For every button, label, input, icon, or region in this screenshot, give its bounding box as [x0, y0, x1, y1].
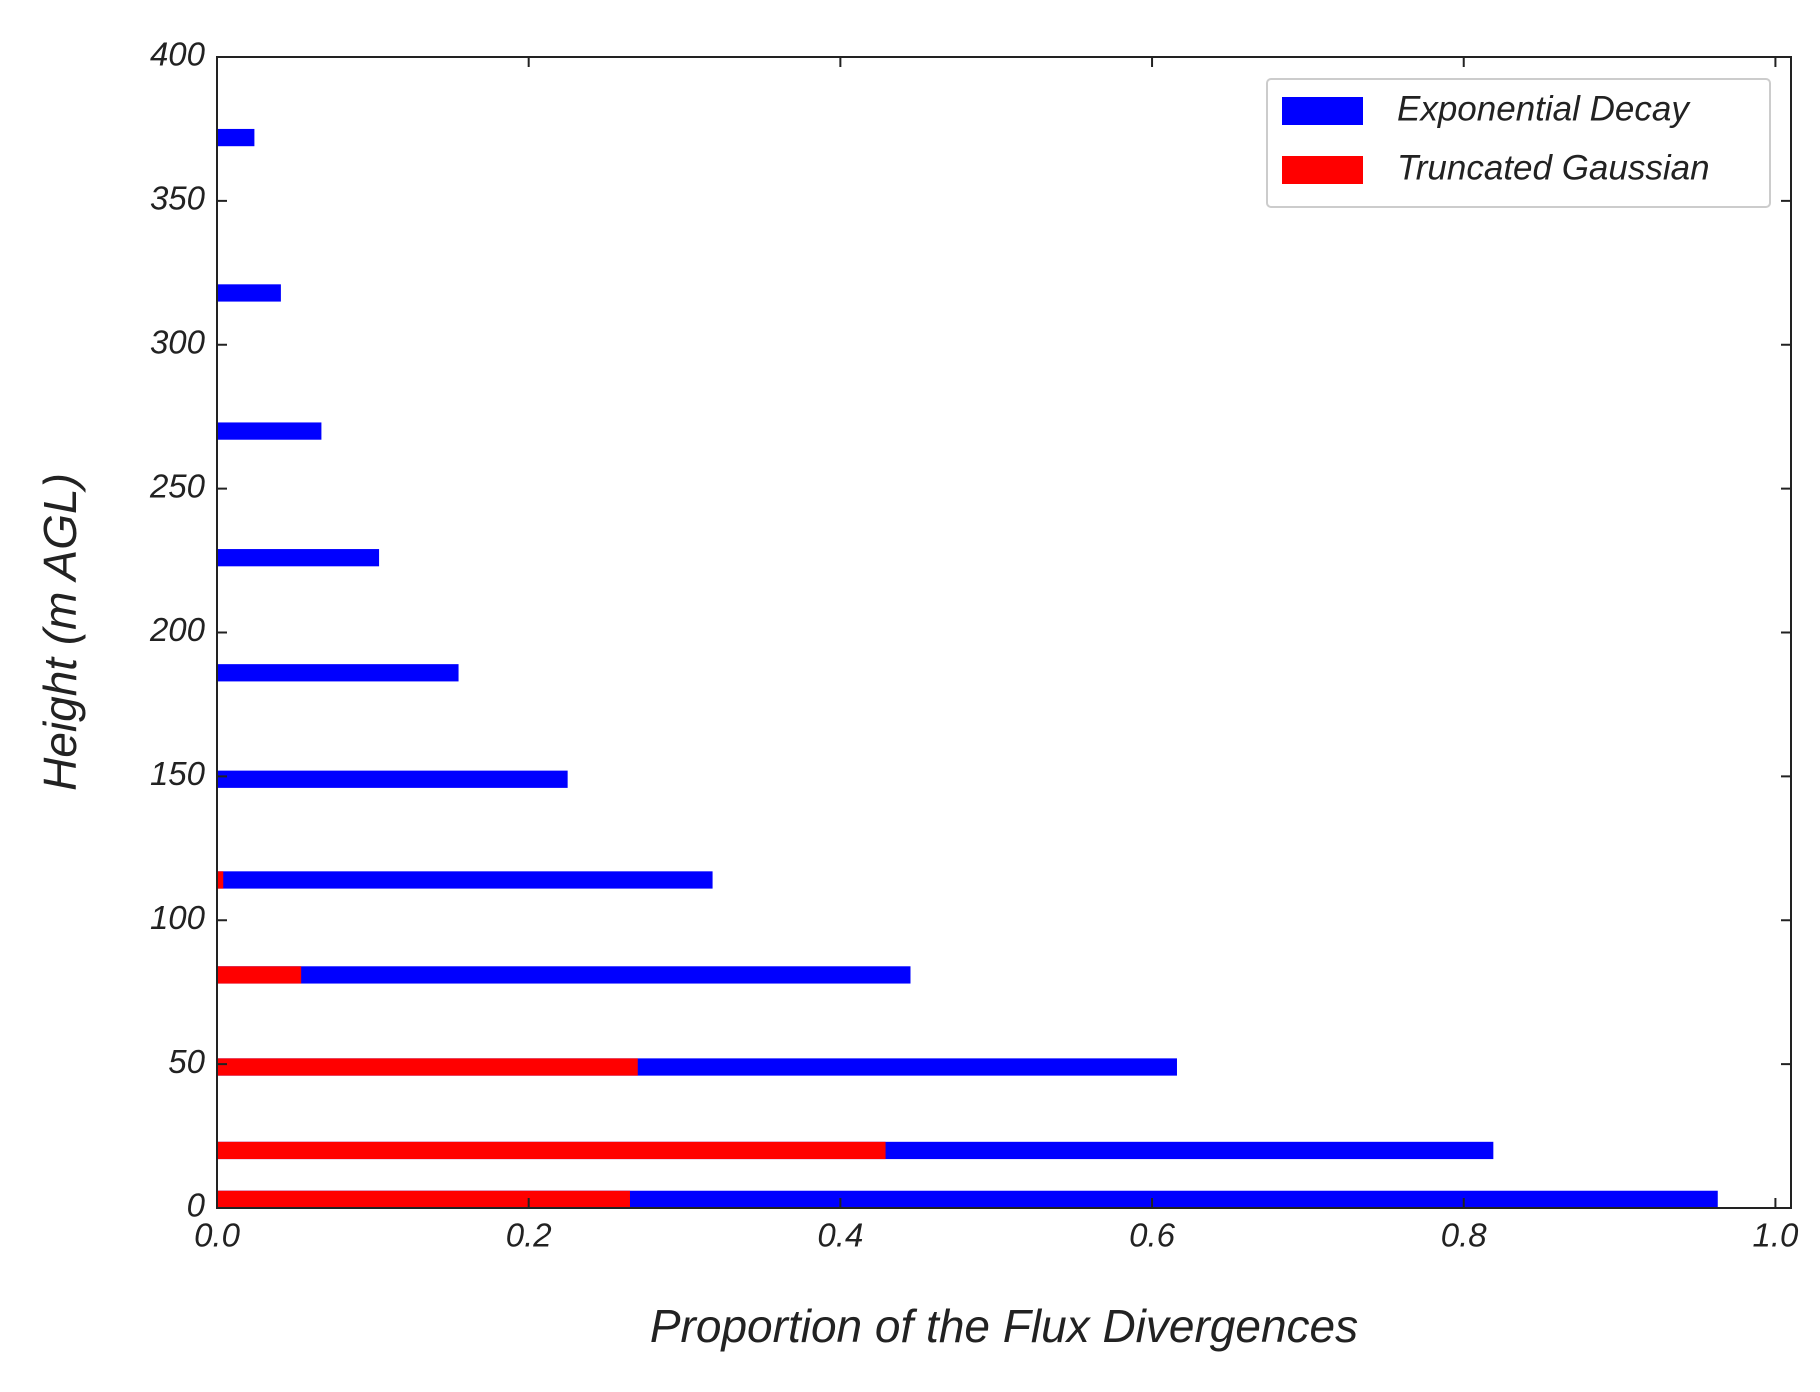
- legend-box: [1266, 78, 1771, 208]
- y-tick-label: 100: [150, 899, 206, 936]
- y-tick-label: 400: [150, 36, 206, 73]
- bar: [217, 128, 255, 147]
- bar: [217, 966, 302, 984]
- x-axis-label: Proportion of the Flux Divergences: [650, 1300, 1358, 1352]
- x-tick-label: 1.0: [1752, 1217, 1799, 1254]
- y-tick-label: 0: [187, 1187, 206, 1224]
- x-tick-label: 0.2: [506, 1217, 552, 1254]
- bar: [217, 1058, 638, 1076]
- legend-label: Exponential Decay: [1397, 89, 1691, 128]
- y-tick-label: 300: [150, 323, 206, 360]
- x-tick-label: 0.0: [194, 1217, 241, 1254]
- bar: [217, 966, 911, 984]
- y-tick-label: 250: [149, 467, 206, 504]
- x-tick-label: 0.4: [817, 1217, 863, 1254]
- bar: [217, 664, 459, 682]
- y-tick-label: 350: [150, 180, 206, 217]
- bar: [217, 1190, 630, 1208]
- bar: [217, 549, 380, 567]
- x-tick-label: 0.8: [1441, 1217, 1488, 1254]
- y-tick-label: 200: [149, 611, 206, 648]
- legend-swatch: [1282, 97, 1363, 125]
- bar: [217, 1141, 886, 1160]
- bar: [217, 284, 281, 302]
- legend-label: Truncated Gaussian: [1397, 148, 1710, 187]
- legend-swatch: [1282, 156, 1363, 184]
- y-tick-label: 50: [168, 1043, 205, 1080]
- y-axis-label: Height (m AGL): [34, 473, 86, 791]
- bar: [217, 871, 224, 889]
- plot-frame: [216, 56, 1792, 1209]
- bar: [217, 422, 322, 440]
- bar: [217, 871, 713, 889]
- x-tick-label: 0.6: [1129, 1217, 1176, 1254]
- bar: [217, 770, 568, 788]
- y-tick-label: 150: [150, 755, 206, 792]
